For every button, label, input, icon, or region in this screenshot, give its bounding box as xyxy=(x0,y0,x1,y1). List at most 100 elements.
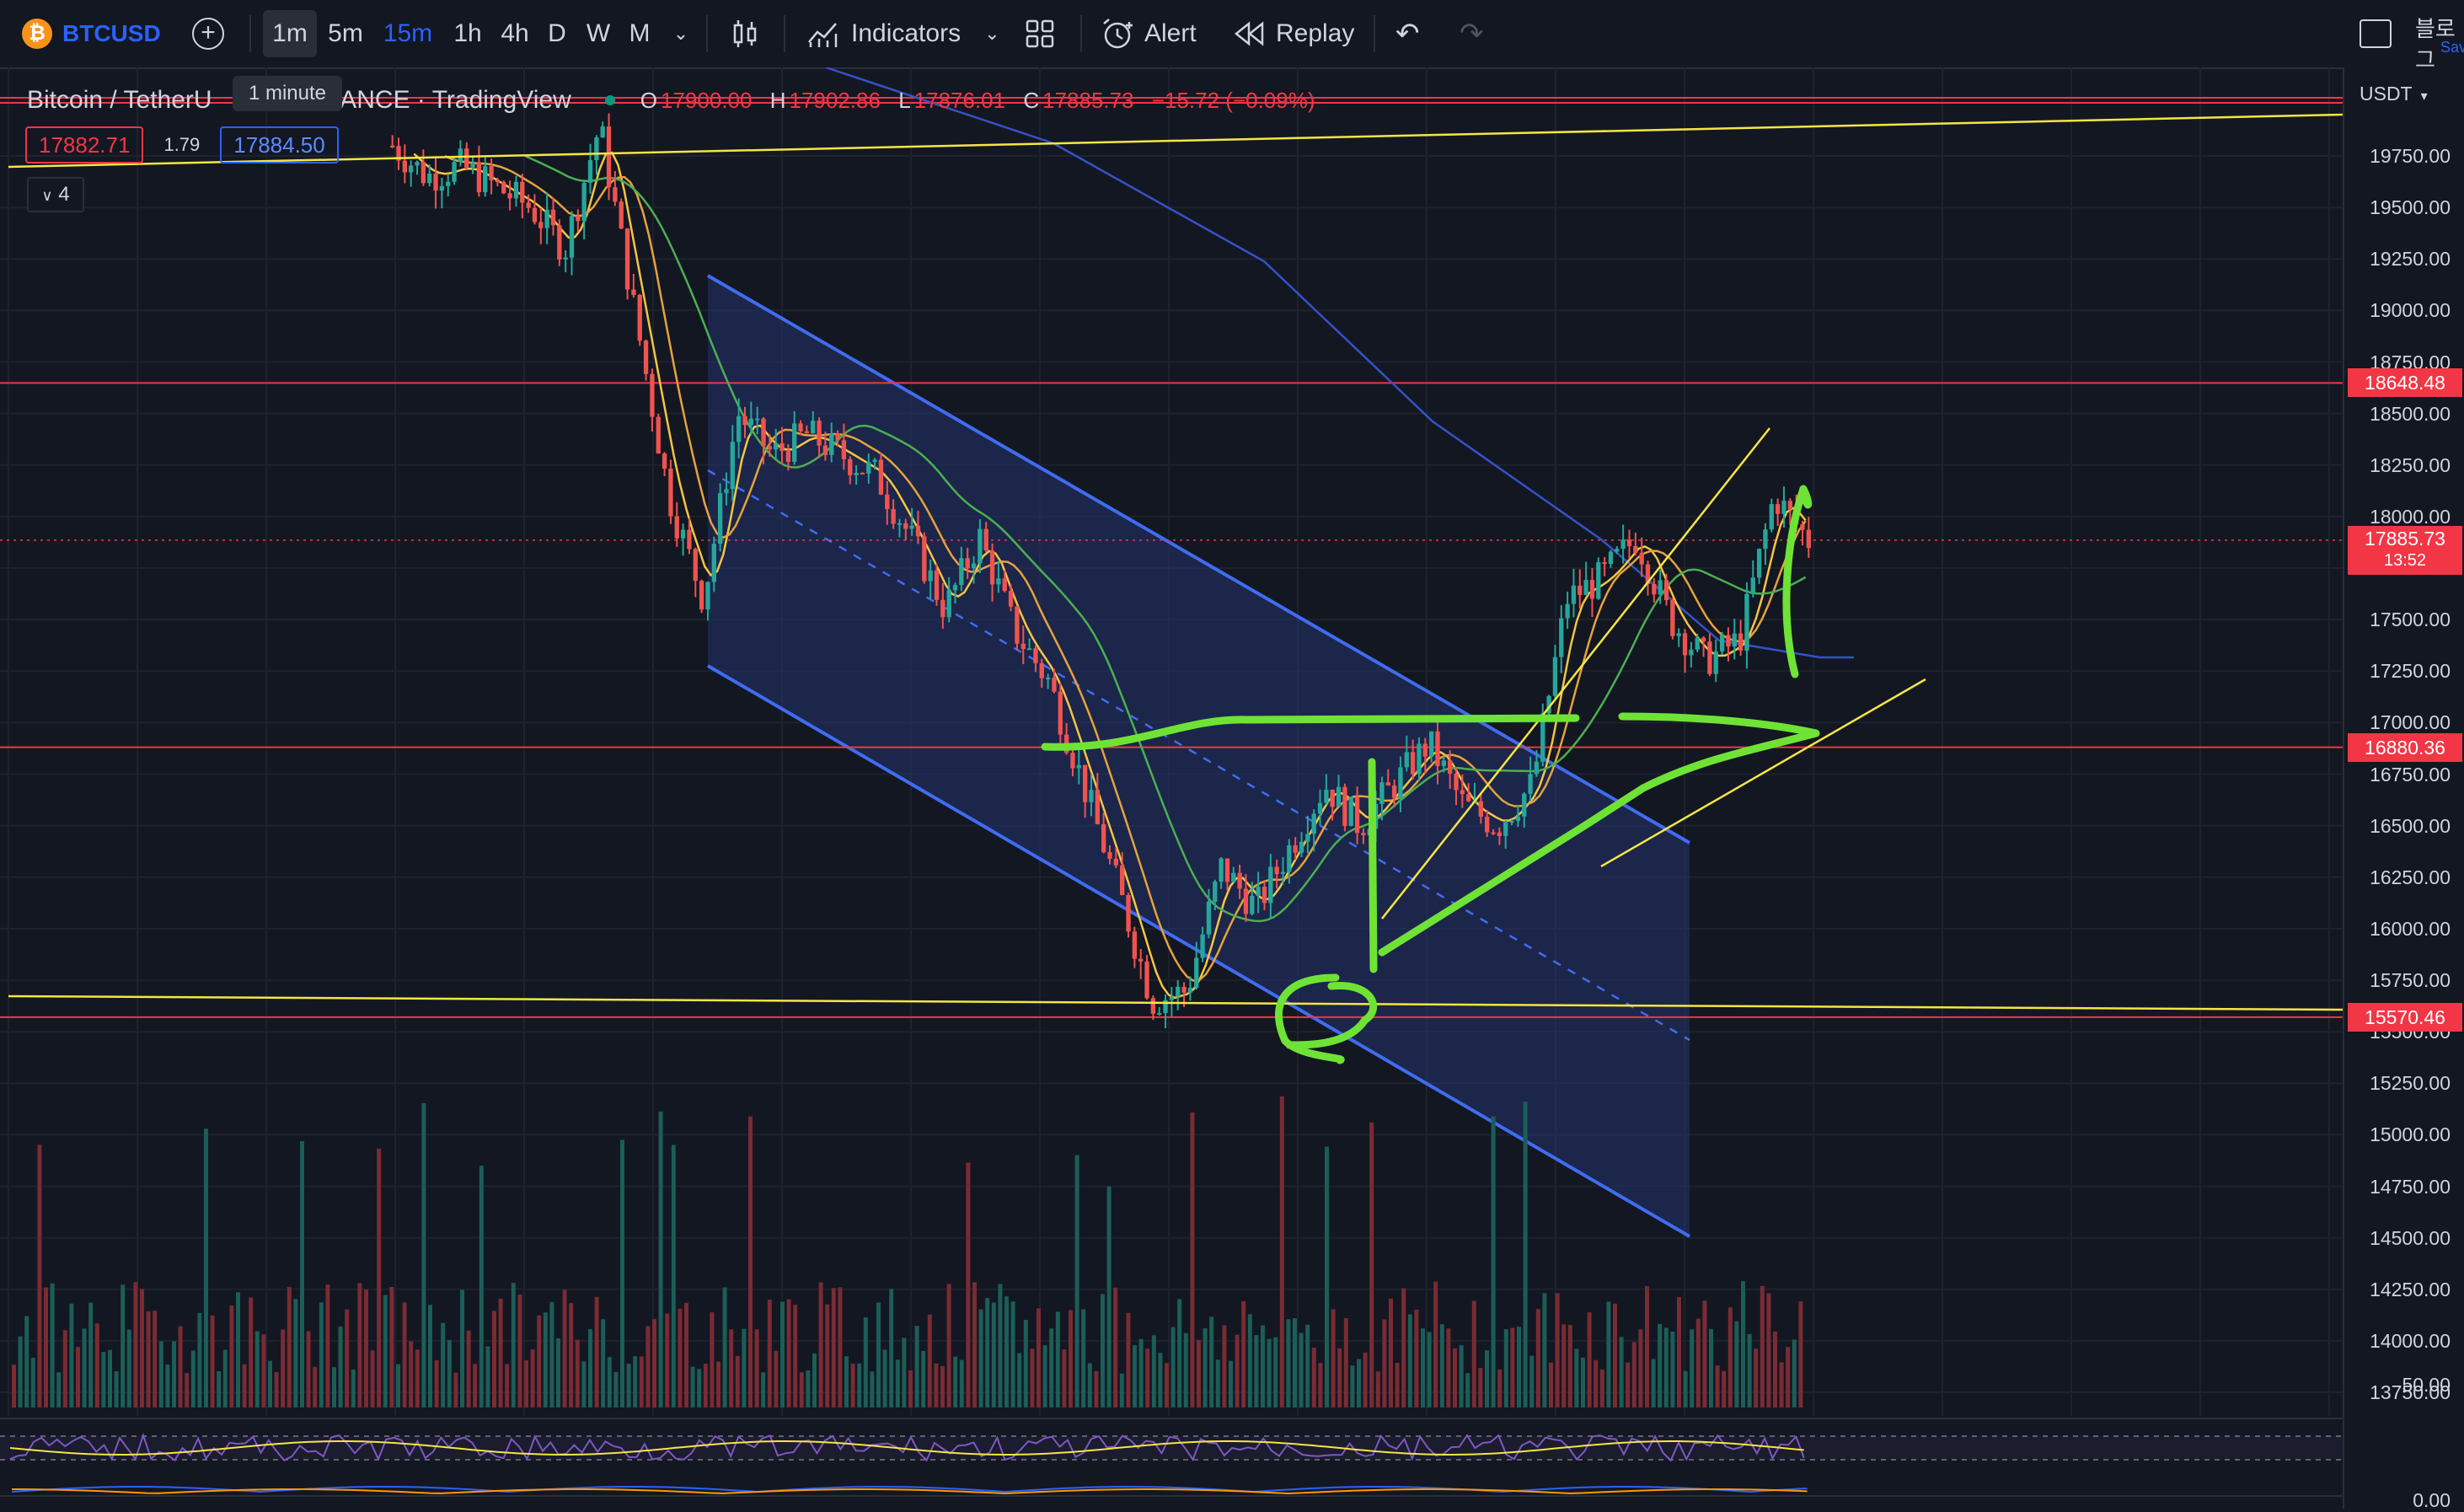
close-value: 17885.73 xyxy=(1042,87,1134,113)
timeframe-m[interactable]: M xyxy=(629,19,651,47)
volume-bar xyxy=(716,1361,720,1407)
timeframe-d[interactable]: D xyxy=(548,19,566,47)
timeframe-5m[interactable]: 5m xyxy=(328,19,363,47)
indicators-button[interactable]: Indicators ⌄ xyxy=(807,0,1000,67)
volume-bar xyxy=(1036,1308,1041,1407)
candle-body xyxy=(1750,577,1755,594)
currency-selector[interactable]: USDT ▾ xyxy=(2360,83,2428,105)
alert-button[interactable]: Alert xyxy=(1101,0,1197,67)
volume-bar xyxy=(428,1305,432,1407)
candle-body xyxy=(940,599,945,618)
volume-bar xyxy=(761,1372,766,1407)
volume-bar xyxy=(1606,1301,1611,1407)
price-tick-label: 14250.00 xyxy=(2370,1278,2451,1300)
candle-body xyxy=(656,416,661,454)
volume-bar xyxy=(1683,1370,1688,1407)
timeframe-1m[interactable]: 1m xyxy=(263,10,317,57)
redo-button[interactable]: ↷ xyxy=(1460,0,1484,67)
volume-bar xyxy=(505,1364,510,1407)
volume-bar xyxy=(146,1311,151,1407)
candle-body xyxy=(854,472,859,475)
volume-bar xyxy=(114,1371,119,1407)
volume-bar xyxy=(126,1329,131,1407)
candle-body xyxy=(1744,593,1749,651)
chevron-down-icon[interactable]: ⌄ xyxy=(672,23,689,44)
price-axis[interactable]: USDT ▾ 19750.00 19500.00 19250.00 19000.00 1… xyxy=(2343,67,2464,1511)
candle-body xyxy=(483,166,488,193)
candle-body xyxy=(1317,802,1323,814)
candles xyxy=(390,113,1811,1029)
chevron-down-icon[interactable]: ⌄ xyxy=(984,23,1000,44)
volume-bar xyxy=(1651,1359,1656,1407)
candle-body xyxy=(495,180,501,183)
volume-bar xyxy=(1081,1309,1086,1407)
compare-add-button[interactable]: + xyxy=(192,0,224,67)
candle-body xyxy=(1261,887,1267,903)
save-text[interactable]: 블로그 xyxy=(2415,16,2456,72)
volume-bar xyxy=(197,1312,202,1407)
price-tick-label: 19000.00 xyxy=(2370,299,2451,322)
volume-bar xyxy=(729,1329,734,1407)
candle-body xyxy=(569,216,575,258)
volume-bar xyxy=(549,1301,554,1407)
timeframe-w[interactable]: W xyxy=(586,19,611,47)
candle-body xyxy=(822,445,828,455)
alarm-clock-icon xyxy=(1103,19,1133,49)
candle-body xyxy=(1602,562,1607,565)
sell-price-button[interactable]: 17882.71 xyxy=(25,126,144,164)
undo-button[interactable]: ↶ xyxy=(1395,0,1420,67)
volume-bar xyxy=(1485,1350,1489,1407)
candle-body xyxy=(1379,782,1385,804)
volume-bar xyxy=(1690,1329,1695,1407)
countdown-label: 13:52 xyxy=(2383,550,2427,570)
volume-bar xyxy=(850,1363,855,1407)
volume-bar xyxy=(927,1314,932,1407)
volume-bar xyxy=(1549,1362,1553,1407)
indicators-collapse-button[interactable]: ∨ 4 xyxy=(27,177,84,212)
candle-body xyxy=(1441,760,1446,766)
candle-body xyxy=(835,433,840,441)
volume-bar xyxy=(876,1302,881,1407)
timeframe-1h[interactable]: 1h xyxy=(453,19,482,47)
layouts-button[interactable] xyxy=(1025,0,1055,67)
candle-body xyxy=(817,421,822,446)
volume-bar xyxy=(1523,1102,1528,1407)
volume-bar xyxy=(1119,1373,1124,1407)
candle-body xyxy=(1726,635,1731,647)
ohlc-values: O 17900.00 H 17902.86 L 17876.01 C 17885.73 … xyxy=(640,88,1327,114)
candle-body xyxy=(1200,934,1205,958)
timeframe-15m[interactable]: 15m xyxy=(383,19,433,47)
volume-bar xyxy=(1042,1345,1047,1407)
candle-body xyxy=(1428,731,1434,757)
buy-price-button[interactable]: 17884.50 xyxy=(220,126,339,164)
fullscreen-button[interactable] xyxy=(2360,0,2392,67)
replay-button[interactable]: Replay xyxy=(1234,0,1354,67)
volume-bar xyxy=(383,1295,388,1407)
timeframe-4h[interactable]: 4h xyxy=(501,19,529,47)
volume-bar xyxy=(498,1298,503,1407)
candle-body xyxy=(1250,896,1255,914)
candle-body xyxy=(1194,957,1199,988)
chart-pane[interactable] xyxy=(0,67,2343,1509)
volume-bar xyxy=(882,1349,887,1407)
candle-body xyxy=(1107,852,1112,859)
price-tick-label: 15750.00 xyxy=(2370,969,2451,991)
volume-bar xyxy=(1017,1353,1022,1407)
volume-bar xyxy=(1453,1348,1457,1407)
chart-canvas[interactable] xyxy=(0,67,2343,1509)
candle-body xyxy=(1497,832,1503,836)
symbol-title[interactable]: Bitcoin / TetherU xyxy=(27,86,212,114)
chart-type-button[interactable] xyxy=(730,0,760,67)
candle-body xyxy=(674,516,679,539)
price-tick-label: 19750.00 xyxy=(2370,145,2451,167)
volume-bar xyxy=(652,1319,656,1407)
volume-bar xyxy=(537,1315,542,1407)
symbol-selector[interactable]: ₿ BTCUSD xyxy=(22,0,161,67)
candle-body xyxy=(1126,895,1131,932)
volume-bar xyxy=(953,1356,958,1407)
volume-bar xyxy=(229,1305,234,1407)
volume-bar xyxy=(1446,1328,1451,1407)
candle-body xyxy=(526,202,531,208)
save-subtext[interactable]: Sav xyxy=(2440,39,2464,56)
volume-bar xyxy=(1069,1310,1073,1407)
